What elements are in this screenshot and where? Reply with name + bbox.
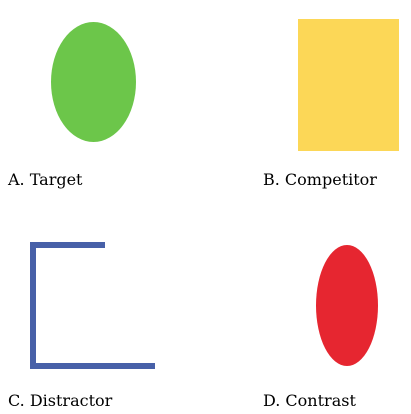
yellow-rectangle-shape [298,19,399,151]
red-ellipse-shape [316,245,378,366]
bracket-outline-path [30,242,155,369]
option-d-label: D. Contrast [263,391,356,410]
option-b-label: B. Competitor [263,170,377,189]
green-ellipse-shape [51,22,136,142]
option-c-label: C. Distractor [8,391,113,410]
option-a-label: A. Target [8,170,83,189]
blue-bracket-shape [30,242,155,369]
